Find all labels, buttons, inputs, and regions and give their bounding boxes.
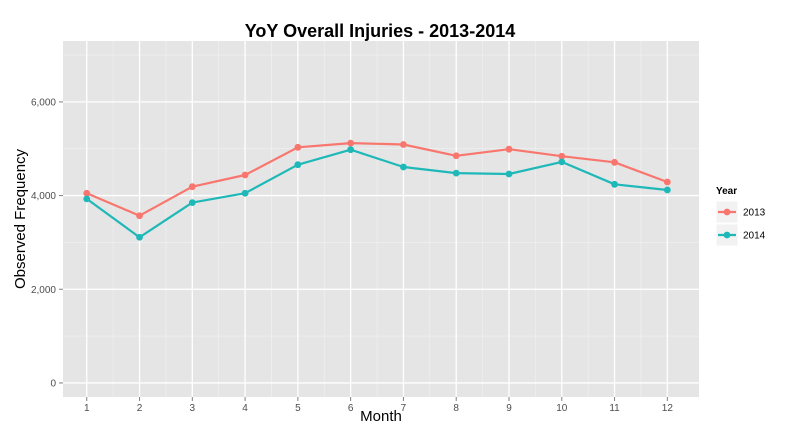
- x-tick-label: 10: [556, 403, 568, 414]
- y-tick-label: 6,000: [31, 97, 56, 108]
- x-tick-label: 5: [295, 403, 301, 414]
- legend-key-point: [723, 208, 731, 216]
- data-point: [347, 139, 355, 147]
- data-point: [83, 195, 91, 203]
- data-point: [663, 186, 671, 194]
- data-point: [505, 145, 513, 153]
- y-tick-label: 4,000: [31, 191, 56, 202]
- data-point: [558, 158, 566, 166]
- major-grid: [63, 41, 699, 397]
- data-point: [663, 178, 671, 186]
- series-line: [86, 148, 668, 239]
- data-point: [188, 199, 196, 207]
- data-point: [241, 171, 249, 179]
- x-tick-label: 7: [401, 403, 407, 414]
- y-tick-label: 0: [50, 378, 56, 389]
- data-point: [136, 233, 143, 241]
- data-point: [452, 152, 460, 160]
- data-point: [611, 158, 618, 166]
- x-tick-label: 3: [190, 403, 196, 414]
- series-2014: [83, 146, 671, 241]
- plot-background: [63, 41, 699, 397]
- data-point: [294, 143, 302, 151]
- y-tick-label: 2,000: [31, 285, 56, 296]
- data-point: [400, 141, 407, 148]
- legend-item: 2013: [715, 200, 766, 224]
- legend: Year 2013 2014: [715, 186, 766, 247]
- y-axis: 0 2,000 4,000 6,000: [31, 97, 63, 389]
- x-tick-label: 8: [453, 403, 459, 414]
- legend-label: 2013: [743, 208, 766, 219]
- chart-title: YoY Overall Injuries - 2013-2014: [245, 21, 515, 41]
- data-point: [558, 152, 566, 160]
- data-point: [400, 163, 407, 171]
- y-axis-title: Observed Frequency: [12, 148, 29, 289]
- data-point: [611, 180, 618, 188]
- data-point: [505, 170, 513, 178]
- x-tick-label: 6: [348, 403, 354, 414]
- data-point: [347, 146, 355, 154]
- data-point: [294, 161, 302, 169]
- x-axis-title: Month: [360, 408, 402, 425]
- x-tick-label: 11: [609, 403, 620, 414]
- legend-key-point: [723, 231, 731, 239]
- data-point: [136, 212, 143, 220]
- x-axis: 1 2 3 4 5 6 7 8 9 10 11 12: [84, 397, 673, 414]
- legend-item: 2014: [715, 223, 766, 247]
- data-point: [83, 189, 91, 197]
- data-point: [452, 169, 460, 177]
- x-tick-label: 9: [506, 403, 512, 414]
- legend-label: 2014: [743, 231, 766, 242]
- series-2013: [83, 139, 671, 220]
- x-tick-label: 12: [662, 403, 674, 414]
- data-point: [188, 183, 196, 191]
- x-tick-label: 4: [242, 403, 248, 414]
- series-layer: [83, 139, 671, 241]
- legend-title: Year: [716, 186, 737, 197]
- series-line: [86, 142, 668, 217]
- x-tick-label: 2: [137, 403, 143, 414]
- x-tick-label: 1: [84, 403, 90, 414]
- data-point: [241, 189, 249, 197]
